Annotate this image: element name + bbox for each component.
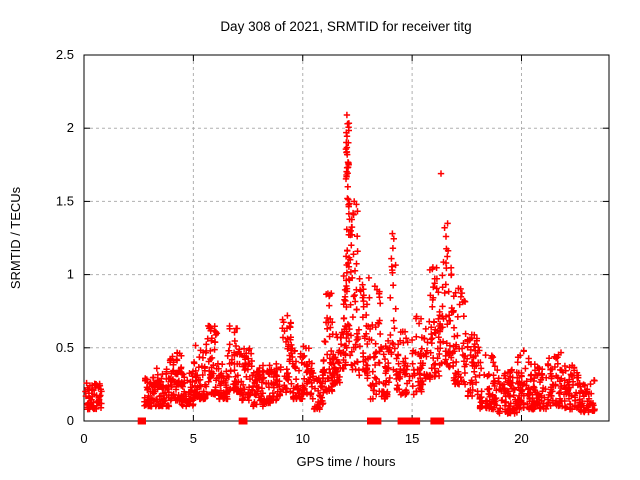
y-tick-label: 0 [67,413,74,428]
plot-border [83,54,610,422]
grid-lines [84,55,609,421]
x-tick-label: 0 [80,431,87,446]
data-points-series [82,111,598,417]
x-tick-label: 5 [190,431,197,446]
tick-marks [83,54,609,422]
zero-value-square-run [238,417,248,425]
x-axis-label: GPS time / hours [297,454,396,469]
y-axis-label: SRMTID / TECUs [8,186,23,289]
x-tick-label: 10 [296,431,310,446]
tick-labels: 0 5 10 15 20 0 0.5 1 1.5 2 2.5 [56,47,529,446]
chart-title: Day 308 of 2021, SRMTID for receiver tit… [220,19,471,34]
zero-value-square-run [405,417,421,425]
scatter-plus-markers [82,111,598,417]
y-tick-label: 1 [67,267,74,282]
zero-value-square-run [430,417,445,425]
y-tick-label: 2 [67,120,74,135]
y-tick-label: 1.5 [56,193,74,208]
zero-value-square-run [367,417,378,425]
zero-value-square-run [397,417,410,425]
y-tick-label: 2.5 [56,47,74,62]
x-tick-label: 20 [514,431,528,446]
zero-value-square-run [137,417,146,425]
y-tick-label: 0.5 [56,340,74,355]
zero-value-square-run [373,417,382,425]
x-tick-label: 15 [405,431,419,446]
zero-value-markers [137,417,445,425]
